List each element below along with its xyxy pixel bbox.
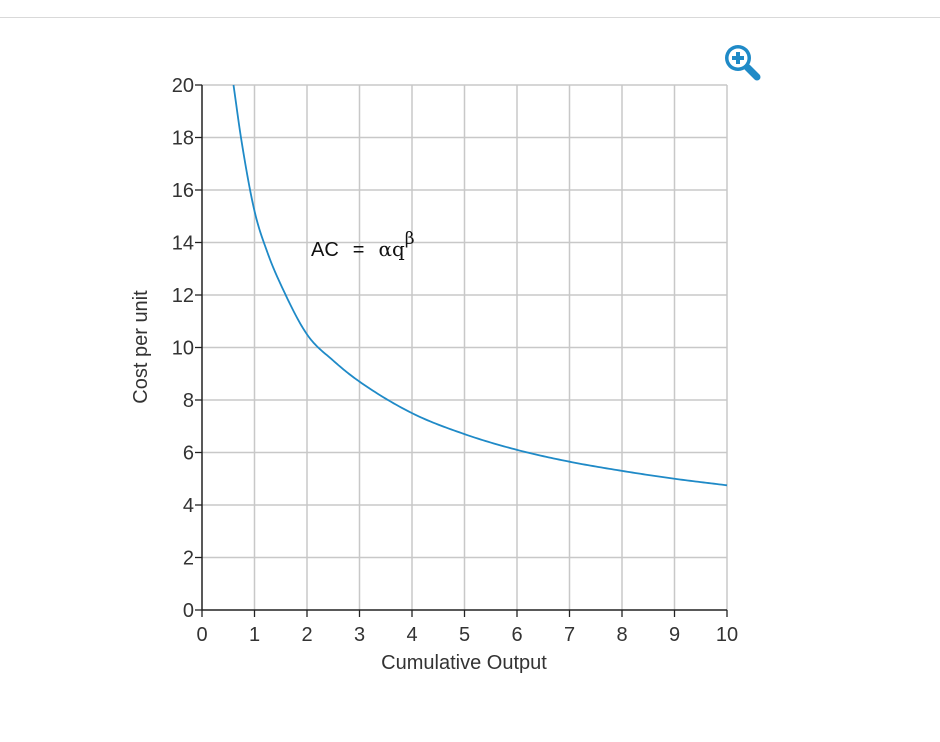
x-tick-label: 10 — [716, 624, 738, 646]
y-tick-label: 12 — [172, 285, 194, 307]
y-tick-label: 20 — [172, 75, 194, 97]
y-tick-labels: 0 2 4 6 8 10 12 14 16 18 20 — [172, 75, 194, 622]
x-tick-label: 5 — [459, 624, 470, 646]
y-tick-label: 18 — [172, 128, 194, 150]
zoom-in-icon — [725, 45, 761, 81]
top-divider — [0, 17, 940, 18]
x-tick-label: 4 — [406, 624, 417, 646]
x-tick-label: 7 — [564, 624, 575, 646]
x-tick-label: 8 — [616, 624, 627, 646]
x-tick-label: 1 — [249, 624, 260, 646]
y-tick-label: 10 — [172, 338, 194, 360]
x-tick-label: 9 — [669, 624, 680, 646]
average-cost-curve — [232, 84, 728, 487]
formula-equals: = — [353, 239, 365, 261]
x-tick-label: 0 — [196, 624, 207, 646]
curve-layer — [232, 84, 728, 487]
formula-exponent: β — [405, 229, 415, 249]
y-tick-label: 16 — [172, 180, 194, 202]
zoom-button[interactable] — [719, 39, 765, 85]
axes — [195, 84, 728, 617]
y-tick-label: 4 — [183, 495, 194, 517]
x-tick-label: 3 — [354, 624, 365, 646]
formula-lhs: AC — [311, 239, 339, 261]
x-tick-labels: 0 1 2 3 4 5 6 7 8 9 10 — [196, 624, 738, 646]
x-axis-title: Cumulative Output — [381, 652, 547, 674]
y-tick-label: 8 — [183, 390, 194, 412]
grid — [202, 84, 728, 610]
y-tick-label: 6 — [183, 443, 194, 465]
formula-coefficient: αq — [378, 237, 405, 261]
curve-formula: AC = αqβ — [311, 229, 415, 261]
y-tick-label: 0 — [183, 600, 194, 622]
y-tick-label: 2 — [183, 548, 194, 570]
y-tick-label: 14 — [172, 233, 194, 255]
x-tick-label: 6 — [511, 624, 522, 646]
x-tick-label: 2 — [301, 624, 312, 646]
y-axis-title: Cost per unit — [130, 290, 152, 404]
